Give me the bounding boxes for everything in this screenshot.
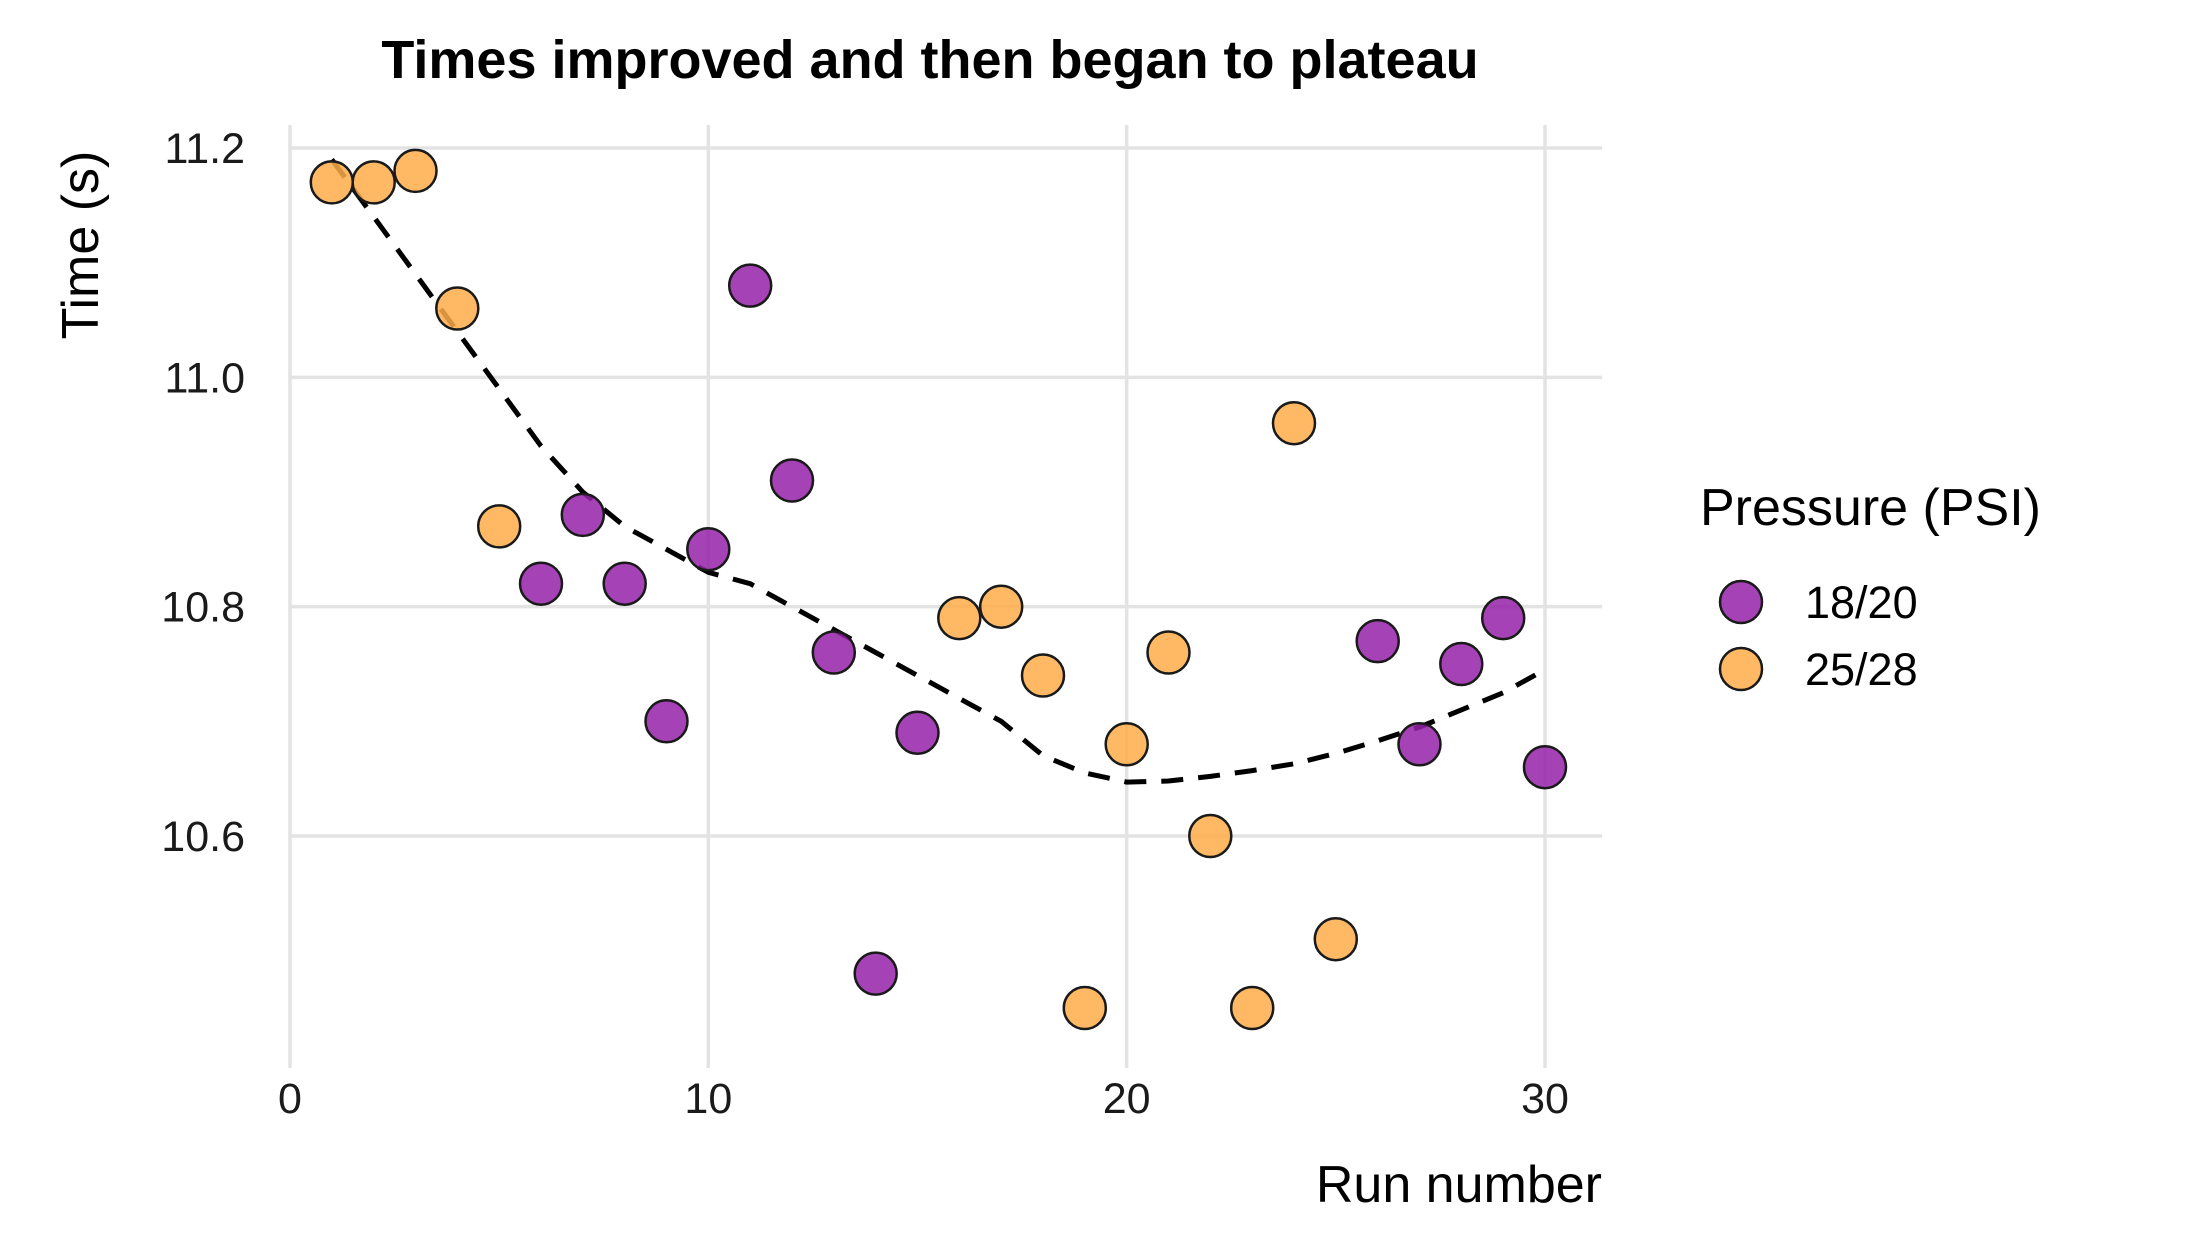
data-point-18-20 — [853, 951, 898, 996]
data-point-18-20 — [811, 630, 857, 675]
y-tick-label: 10.8 — [161, 584, 245, 632]
x-tick-label: 30 — [1521, 1075, 1569, 1123]
x-tick-label: 20 — [1103, 1075, 1151, 1123]
data-point-18-20 — [1397, 722, 1442, 767]
data-point-25-28 — [1271, 400, 1317, 446]
data-point-25-28 — [351, 160, 396, 205]
data-point-18-20 — [686, 527, 731, 572]
x-axis-ticks: 0 10 20 30 — [278, 1075, 1569, 1123]
data-point-25-28 — [1020, 653, 1066, 698]
legend-swatch-18-20 — [1718, 579, 1764, 625]
chart-title: Times improved and then began to plateau — [381, 30, 1478, 90]
legend-swatch-25-28 — [1718, 646, 1764, 692]
grid — [288, 125, 1602, 1068]
trend-layer — [329, 158, 1547, 785]
data-point-25-28 — [1062, 985, 1108, 1031]
y-tick-label: 11.2 — [165, 125, 246, 173]
x-axis-title: Run number — [1316, 1156, 1602, 1214]
x-tick-label: 10 — [684, 1075, 732, 1123]
trend-line — [329, 158, 1547, 785]
data-point-18-20 — [1480, 595, 1526, 641]
data-point-18-20 — [895, 710, 940, 756]
legend-title: Pressure (PSI) — [1700, 479, 2041, 537]
y-axis-title: Time (s) — [52, 151, 110, 340]
data-point-18-20 — [560, 492, 606, 538]
data-point-25-28 — [309, 160, 355, 205]
legend-items: 18/20 25/28 — [1718, 577, 1918, 695]
data-point-25-28 — [476, 504, 522, 549]
legend: Pressure (PSI) 18/20 25/28 — [1700, 479, 2041, 695]
data-point-25-28 — [393, 148, 438, 194]
legend-label-18-20: 18/20 — [1805, 577, 1918, 628]
y-tick-label: 10.6 — [161, 813, 245, 861]
data-point-25-28 — [1104, 722, 1149, 767]
data-point-18-20 — [1522, 744, 1568, 790]
data-point-18-20 — [518, 561, 564, 606]
data-point-18-20 — [1355, 618, 1400, 664]
x-tick-label: 0 — [278, 1075, 302, 1123]
data-point-25-28 — [435, 286, 480, 331]
data-point-18-20 — [644, 699, 689, 744]
data-point-25-28 — [1229, 985, 1275, 1031]
data-point-18-20 — [727, 263, 773, 308]
data-point-18-20 — [1439, 641, 1484, 687]
legend-label-25-28: 25/28 — [1805, 644, 1918, 695]
data-point-25-28 — [937, 595, 982, 641]
y-axis-ticks: 10.6 10.8 11.0 11.2 — [161, 125, 245, 861]
data-point-25-28 — [1313, 916, 1359, 962]
data-point-25-28 — [1188, 813, 1233, 859]
points-layer — [309, 148, 1568, 1031]
data-point-18-20 — [769, 458, 815, 503]
data-point-25-28 — [1146, 630, 1191, 675]
data-point-25-28 — [978, 584, 1024, 629]
y-tick-label: 11.0 — [165, 354, 246, 402]
data-point-18-20 — [602, 561, 647, 606]
